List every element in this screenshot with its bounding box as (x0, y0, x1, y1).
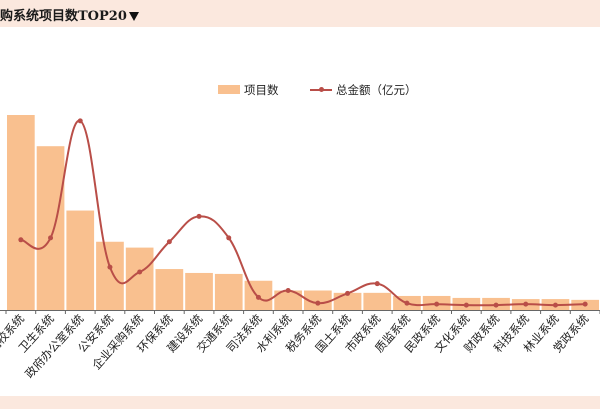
amount-point-5[interactable] (166, 239, 172, 245)
amount-point-12[interactable] (374, 281, 380, 287)
bar-10[interactable] (304, 290, 332, 311)
legend-line-marker-icon (319, 87, 324, 92)
amount-point-3[interactable] (107, 264, 113, 270)
legend-bar-label: 项目数 (244, 83, 279, 97)
amount-point-11[interactable] (345, 290, 351, 296)
bar-12[interactable] (363, 292, 392, 310)
bar-7[interactable] (214, 273, 243, 310)
amount-point-16[interactable] (493, 302, 499, 308)
bar-5[interactable] (155, 269, 184, 310)
amount-point-8[interactable] (255, 294, 261, 300)
amount-point-14[interactable] (434, 301, 440, 307)
legend-bar-swatch (218, 85, 240, 94)
bar-9[interactable] (274, 290, 302, 311)
bottom-band (0, 396, 600, 409)
amount-point-9[interactable] (285, 288, 291, 293)
bar-2[interactable] (66, 210, 95, 310)
bar-0[interactable] (7, 115, 35, 310)
amount-point-18[interactable] (552, 302, 558, 308)
amount-point-17[interactable] (523, 301, 529, 307)
title-bar: 购系统项目数TOP20 (0, 0, 600, 27)
amount-point-1[interactable] (48, 235, 54, 241)
amount-point-4[interactable] (137, 269, 143, 275)
amount-point-13[interactable] (404, 300, 410, 306)
amount-point-19[interactable] (582, 301, 588, 307)
bar-3[interactable] (96, 241, 124, 310)
amount-point-7[interactable] (226, 235, 232, 241)
amount-point-6[interactable] (196, 213, 202, 219)
amount-point-10[interactable] (315, 300, 321, 306)
dropdown-triangle-icon[interactable] (128, 12, 139, 21)
legend-line-label: 总金额（亿元） (336, 83, 417, 97)
amount-point-15[interactable] (463, 302, 469, 308)
chart-title[interactable]: 购系统项目数TOP20 (0, 5, 139, 24)
chart-title-text: 购系统项目数TOP20 (0, 9, 127, 24)
amount-point-0[interactable] (18, 237, 24, 243)
bar-6[interactable] (185, 272, 213, 310)
amount-point-2[interactable] (77, 118, 83, 124)
bar-1[interactable] (36, 146, 65, 310)
